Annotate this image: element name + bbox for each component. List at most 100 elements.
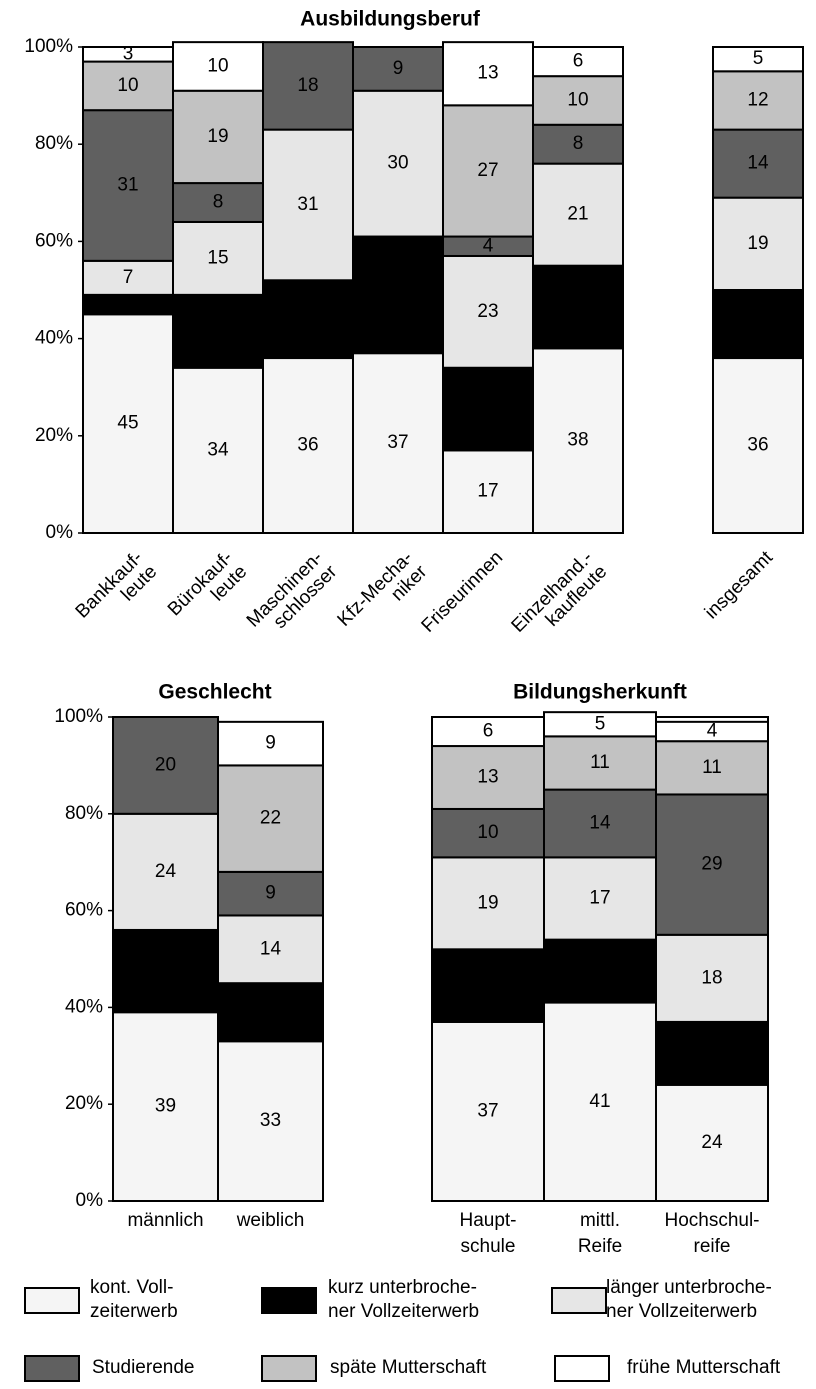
value-label: 15 bbox=[207, 247, 228, 268]
x-tick-label: Hochschul-reife bbox=[664, 1210, 759, 1257]
legend-swatch bbox=[261, 1355, 317, 1382]
legend-swatch bbox=[261, 1287, 317, 1314]
value-label: 38 bbox=[567, 430, 588, 451]
value-label: 6 bbox=[483, 721, 494, 742]
value-label: 10 bbox=[117, 75, 138, 96]
bar-segment bbox=[655, 1083, 769, 1202]
legend-label: späte Mutterschaft bbox=[330, 1357, 487, 1378]
x-tick-label: Kfz-Mecha-niker bbox=[334, 547, 432, 645]
bar-segment bbox=[172, 89, 264, 185]
value-label: 4 bbox=[483, 235, 494, 256]
bar-segment bbox=[712, 70, 804, 131]
bar-segment bbox=[532, 162, 624, 267]
value-label: 16 bbox=[297, 308, 318, 329]
value-label: 15 bbox=[207, 320, 228, 341]
value-label: 11 bbox=[702, 757, 722, 778]
legend-label: Studierende bbox=[92, 1357, 194, 1378]
value-label: 18 bbox=[297, 75, 318, 96]
legend-label: länger unterbroche-ner Vollzeiterwerb bbox=[606, 1277, 772, 1322]
bar-segment bbox=[442, 41, 534, 107]
legend-label: kont. Voll-zeiterwerb bbox=[90, 1277, 178, 1322]
bar-segment bbox=[431, 745, 545, 810]
value-label: 14 bbox=[747, 313, 769, 334]
y-tick-label: 60% bbox=[65, 900, 103, 921]
value-label: 11 bbox=[590, 752, 610, 773]
bar-segment bbox=[712, 289, 804, 360]
value-label: 19 bbox=[747, 233, 768, 254]
y-tick-label: 20% bbox=[35, 425, 73, 446]
bar-segment bbox=[112, 812, 219, 931]
value-label: 45 bbox=[117, 413, 138, 434]
value-label: 19 bbox=[207, 126, 228, 147]
bar-segment bbox=[82, 313, 174, 534]
value-label: 17 bbox=[477, 398, 498, 419]
value-label: 5 bbox=[595, 713, 606, 734]
value-label: 10 bbox=[477, 822, 498, 843]
value-label: 10 bbox=[567, 89, 588, 110]
value-label: 4 bbox=[707, 721, 718, 742]
y-tick-label: 40% bbox=[35, 328, 73, 349]
value-label: 7 bbox=[123, 267, 134, 288]
value-label: 34 bbox=[207, 439, 229, 460]
value-label: 24 bbox=[701, 1132, 723, 1153]
value-label: 36 bbox=[297, 435, 318, 456]
bar-segment bbox=[352, 352, 444, 534]
value-label: 14 bbox=[260, 938, 282, 959]
value-label: 23 bbox=[477, 301, 498, 322]
value-label: 12 bbox=[747, 89, 768, 110]
bar-segment bbox=[217, 720, 324, 767]
bar-segment bbox=[217, 982, 324, 1043]
bar-segment bbox=[112, 928, 219, 1014]
value-label: 21 bbox=[567, 204, 588, 225]
value-label: 37 bbox=[477, 1100, 498, 1121]
bar-segment bbox=[82, 60, 174, 112]
bar-segment bbox=[532, 46, 624, 78]
value-label: 24 bbox=[387, 284, 409, 305]
bar-segment bbox=[172, 366, 264, 535]
legend-swatch bbox=[24, 1287, 80, 1314]
value-label: 18 bbox=[701, 967, 722, 988]
value-label: 31 bbox=[117, 175, 138, 196]
value-label: 14 bbox=[589, 812, 611, 833]
bar-segment bbox=[655, 740, 769, 796]
value-label: 17 bbox=[155, 960, 176, 981]
x-tick-label: Bürokauf-leute bbox=[164, 547, 251, 634]
chart-title: Bildungsherkunft bbox=[513, 681, 687, 704]
bar-segment bbox=[543, 788, 657, 859]
value-label: 8 bbox=[573, 133, 584, 154]
value-label: 17 bbox=[477, 481, 498, 502]
chart-title: Ausbildungsberuf bbox=[300, 8, 481, 31]
bar-segment bbox=[431, 1020, 545, 1202]
y-tick-label: 60% bbox=[35, 230, 73, 251]
y-tick-label: 0% bbox=[76, 1190, 104, 1211]
value-label: 13 bbox=[477, 63, 498, 84]
value-label: 17 bbox=[567, 296, 588, 317]
legend-swatch bbox=[24, 1355, 80, 1382]
x-tick-label: Haupt-schule bbox=[459, 1210, 516, 1257]
x-tick-label: Friseurinnen bbox=[418, 547, 508, 637]
bar-segment bbox=[112, 1011, 219, 1202]
value-label: 17 bbox=[589, 888, 610, 909]
value-label: 9 bbox=[265, 733, 276, 754]
value-label: 31 bbox=[297, 194, 318, 215]
legend-swatch bbox=[551, 1287, 607, 1314]
bar-segment bbox=[532, 264, 624, 350]
value-label: 22 bbox=[260, 808, 281, 829]
value-label: 37 bbox=[387, 432, 408, 453]
bar-segment bbox=[431, 716, 545, 748]
legend-label: kurz unterbroche-ner Vollzeiterwerb bbox=[328, 1277, 479, 1322]
value-label: 4 bbox=[123, 294, 134, 315]
x-tick-label: insgesamt bbox=[701, 547, 778, 624]
value-label: 41 bbox=[589, 1091, 610, 1112]
bar-segment bbox=[543, 711, 657, 738]
value-label: 29 bbox=[701, 854, 722, 875]
value-label: 13 bbox=[701, 1042, 722, 1063]
legend-label: frühe Mutterschaft bbox=[627, 1357, 781, 1378]
y-tick-label: 20% bbox=[65, 1093, 103, 1114]
x-tick-label: Einzelhand.-kaufleute bbox=[508, 547, 612, 651]
value-label: 3 bbox=[123, 43, 134, 64]
x-tick-label: weiblich bbox=[236, 1210, 305, 1231]
y-tick-label: 40% bbox=[65, 996, 103, 1017]
bar-segment bbox=[655, 1020, 769, 1086]
